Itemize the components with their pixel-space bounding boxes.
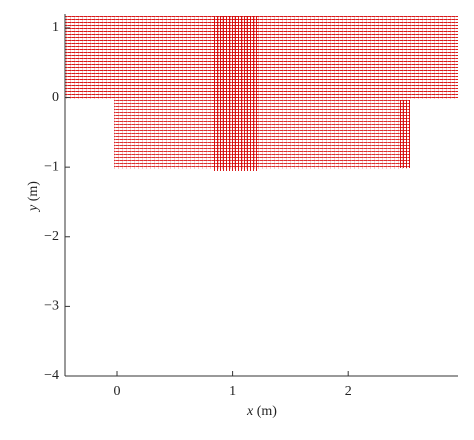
cavity-wall xyxy=(398,100,410,168)
y-axis-label: y (m) xyxy=(26,181,41,213)
vector-field xyxy=(65,16,458,171)
x-tick-label: 1 xyxy=(229,384,236,399)
x-axis-label: x (m) xyxy=(246,404,277,419)
jet-flow xyxy=(212,16,257,171)
y-tick-label: −2 xyxy=(44,229,59,244)
y-tick-label: −4 xyxy=(44,368,59,383)
y-tick-label: −1 xyxy=(44,159,59,174)
y-tick-label: 0 xyxy=(52,90,59,105)
y-tick-label: −3 xyxy=(44,299,59,314)
channel-flow xyxy=(65,16,458,99)
x-tick-label: 0 xyxy=(114,384,121,399)
cavity-flow xyxy=(114,99,410,169)
axes: −4 −3 −2 −1 0 1 0 1 2 xyxy=(44,14,458,399)
x-tick-label: 2 xyxy=(345,384,352,399)
y-tick-label: 1 xyxy=(52,20,59,35)
